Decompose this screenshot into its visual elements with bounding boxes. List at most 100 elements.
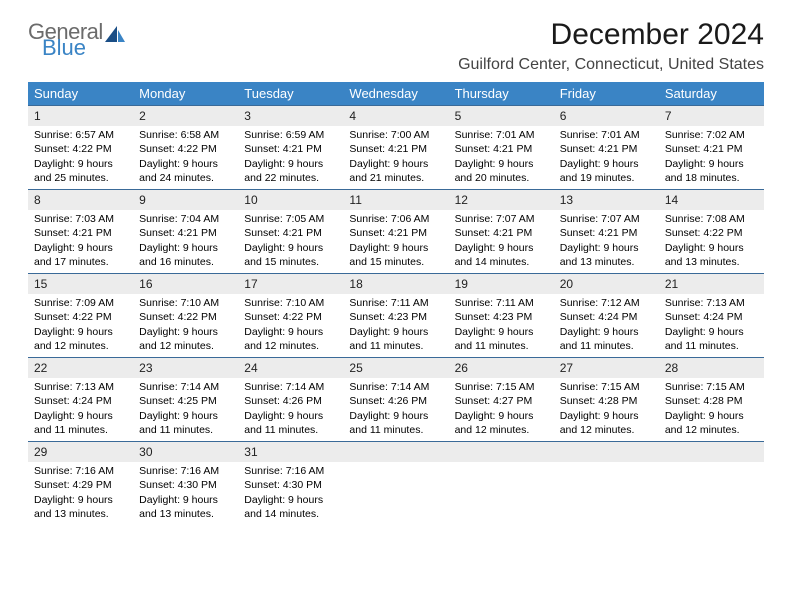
day-body: Sunrise: 7:11 AMSunset: 4:23 PMDaylight:…: [449, 294, 554, 357]
daylight: Daylight: 9 hours and 22 minutes.: [244, 157, 337, 185]
day-cell: [449, 441, 554, 525]
day-cell: 19Sunrise: 7:11 AMSunset: 4:23 PMDayligh…: [449, 273, 554, 357]
daylight: Daylight: 9 hours and 13 minutes.: [34, 493, 127, 521]
day-number: 22: [28, 357, 133, 378]
sunset: Sunset: 4:26 PM: [244, 394, 337, 408]
day-cell: 17Sunrise: 7:10 AMSunset: 4:22 PMDayligh…: [238, 273, 343, 357]
day-header: Monday: [133, 82, 238, 105]
day-cell: 21Sunrise: 7:13 AMSunset: 4:24 PMDayligh…: [659, 273, 764, 357]
daylight: Daylight: 9 hours and 13 minutes.: [665, 241, 758, 269]
day-number: 26: [449, 357, 554, 378]
day-body: Sunrise: 7:08 AMSunset: 4:22 PMDaylight:…: [659, 210, 764, 273]
sunset: Sunset: 4:27 PM: [455, 394, 548, 408]
day-cell: 13Sunrise: 7:07 AMSunset: 4:21 PMDayligh…: [554, 189, 659, 273]
daylight: Daylight: 9 hours and 11 minutes.: [139, 409, 232, 437]
sunrise: Sunrise: 7:13 AM: [665, 296, 758, 310]
day-cell: [554, 441, 659, 525]
day-number: 3: [238, 105, 343, 126]
sunrise: Sunrise: 7:01 AM: [560, 128, 653, 142]
day-number: 2: [133, 105, 238, 126]
day-body: Sunrise: 6:59 AMSunset: 4:21 PMDaylight:…: [238, 126, 343, 189]
day-number: 7: [659, 105, 764, 126]
sunset: Sunset: 4:21 PM: [560, 226, 653, 240]
day-cell: 10Sunrise: 7:05 AMSunset: 4:21 PMDayligh…: [238, 189, 343, 273]
month-title: December 2024: [458, 18, 764, 52]
daylight: Daylight: 9 hours and 21 minutes.: [349, 157, 442, 185]
day-body: Sunrise: 7:15 AMSunset: 4:28 PMDaylight:…: [554, 378, 659, 441]
day-body: Sunrise: 7:13 AMSunset: 4:24 PMDaylight:…: [28, 378, 133, 441]
sunset: Sunset: 4:28 PM: [665, 394, 758, 408]
sunset: Sunset: 4:21 PM: [455, 142, 548, 156]
day-cell: 6Sunrise: 7:01 AMSunset: 4:21 PMDaylight…: [554, 105, 659, 189]
day-number: 28: [659, 357, 764, 378]
sunset: Sunset: 4:30 PM: [244, 478, 337, 492]
sunrise: Sunrise: 7:03 AM: [34, 212, 127, 226]
day-body: Sunrise: 7:07 AMSunset: 4:21 PMDaylight:…: [449, 210, 554, 273]
day-body: Sunrise: 7:15 AMSunset: 4:27 PMDaylight:…: [449, 378, 554, 441]
day-body: Sunrise: 7:06 AMSunset: 4:21 PMDaylight:…: [343, 210, 448, 273]
day-cell: 7Sunrise: 7:02 AMSunset: 4:21 PMDaylight…: [659, 105, 764, 189]
daylight: Daylight: 9 hours and 18 minutes.: [665, 157, 758, 185]
day-cell: 8Sunrise: 7:03 AMSunset: 4:21 PMDaylight…: [28, 189, 133, 273]
sunrise: Sunrise: 7:02 AM: [665, 128, 758, 142]
sunrise: Sunrise: 7:12 AM: [560, 296, 653, 310]
day-body: Sunrise: 7:07 AMSunset: 4:21 PMDaylight:…: [554, 210, 659, 273]
sunrise: Sunrise: 7:01 AM: [455, 128, 548, 142]
day-number: 16: [133, 273, 238, 294]
sunrise: Sunrise: 7:04 AM: [139, 212, 232, 226]
sunset: Sunset: 4:21 PM: [455, 226, 548, 240]
day-number: 17: [238, 273, 343, 294]
day-cell: 14Sunrise: 7:08 AMSunset: 4:22 PMDayligh…: [659, 189, 764, 273]
day-number: 13: [554, 189, 659, 210]
day-body: Sunrise: 7:13 AMSunset: 4:24 PMDaylight:…: [659, 294, 764, 357]
daylight: Daylight: 9 hours and 15 minutes.: [244, 241, 337, 269]
day-header: Tuesday: [238, 82, 343, 105]
day-body: Sunrise: 7:14 AMSunset: 4:26 PMDaylight:…: [238, 378, 343, 441]
daylight: Daylight: 9 hours and 14 minutes.: [455, 241, 548, 269]
sunset: Sunset: 4:21 PM: [244, 226, 337, 240]
sunset: Sunset: 4:21 PM: [139, 226, 232, 240]
daylight: Daylight: 9 hours and 11 minutes.: [349, 325, 442, 353]
sunrise: Sunrise: 7:15 AM: [455, 380, 548, 394]
daylight: Daylight: 9 hours and 16 minutes.: [139, 241, 232, 269]
day-body: Sunrise: 7:14 AMSunset: 4:25 PMDaylight:…: [133, 378, 238, 441]
daylight: Daylight: 9 hours and 12 minutes.: [455, 409, 548, 437]
sunset: Sunset: 4:29 PM: [34, 478, 127, 492]
sunset: Sunset: 4:22 PM: [665, 226, 758, 240]
sunrise: Sunrise: 7:15 AM: [560, 380, 653, 394]
daylight: Daylight: 9 hours and 11 minutes.: [34, 409, 127, 437]
daylight: Daylight: 9 hours and 12 minutes.: [244, 325, 337, 353]
sunrise: Sunrise: 7:16 AM: [244, 464, 337, 478]
sunrise: Sunrise: 7:00 AM: [349, 128, 442, 142]
day-number: 24: [238, 357, 343, 378]
sunrise: Sunrise: 7:11 AM: [455, 296, 548, 310]
daylight: Daylight: 9 hours and 14 minutes.: [244, 493, 337, 521]
day-number: 15: [28, 273, 133, 294]
day-cell: 30Sunrise: 7:16 AMSunset: 4:30 PMDayligh…: [133, 441, 238, 525]
sunrise: Sunrise: 7:10 AM: [244, 296, 337, 310]
daylight: Daylight: 9 hours and 24 minutes.: [139, 157, 232, 185]
daylight: Daylight: 9 hours and 13 minutes.: [560, 241, 653, 269]
daylight: Daylight: 9 hours and 19 minutes.: [560, 157, 653, 185]
daylight: Daylight: 9 hours and 15 minutes.: [349, 241, 442, 269]
logo: General Blue: [28, 22, 127, 58]
day-cell: 26Sunrise: 7:15 AMSunset: 4:27 PMDayligh…: [449, 357, 554, 441]
day-cell: 18Sunrise: 7:11 AMSunset: 4:23 PMDayligh…: [343, 273, 448, 357]
day-cell: 1Sunrise: 6:57 AMSunset: 4:22 PMDaylight…: [28, 105, 133, 189]
sunrise: Sunrise: 7:08 AM: [665, 212, 758, 226]
sunrise: Sunrise: 7:07 AM: [455, 212, 548, 226]
sunset: Sunset: 4:28 PM: [560, 394, 653, 408]
day-body: Sunrise: 7:01 AMSunset: 4:21 PMDaylight:…: [449, 126, 554, 189]
logo-blue: Blue: [42, 38, 103, 58]
sunset: Sunset: 4:22 PM: [139, 142, 232, 156]
day-body: Sunrise: 7:00 AMSunset: 4:21 PMDaylight:…: [343, 126, 448, 189]
header: General Blue December 2024 Guilford Cent…: [28, 18, 764, 74]
day-body: Sunrise: 7:05 AMSunset: 4:21 PMDaylight:…: [238, 210, 343, 273]
sunrise: Sunrise: 6:58 AM: [139, 128, 232, 142]
daylight: Daylight: 9 hours and 11 minutes.: [455, 325, 548, 353]
day-cell: 31Sunrise: 7:16 AMSunset: 4:30 PMDayligh…: [238, 441, 343, 525]
daylight: Daylight: 9 hours and 11 minutes.: [349, 409, 442, 437]
day-cell: 5Sunrise: 7:01 AMSunset: 4:21 PMDaylight…: [449, 105, 554, 189]
sunset: Sunset: 4:21 PM: [560, 142, 653, 156]
sunset: Sunset: 4:23 PM: [455, 310, 548, 324]
